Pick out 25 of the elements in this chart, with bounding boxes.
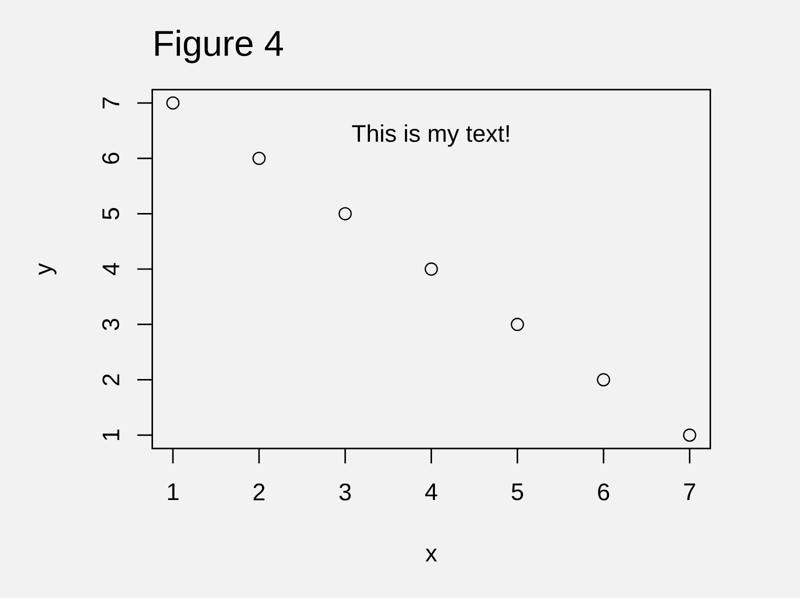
y-tick-label: 6 bbox=[102, 152, 120, 164]
x-axis-title: x bbox=[426, 548, 438, 562]
y-tick-label: 2 bbox=[102, 374, 120, 386]
y-tick-label: 5 bbox=[102, 208, 120, 220]
annotation: This is my text! bbox=[352, 124, 509, 147]
point bbox=[338, 207, 352, 220]
x-tick-label: 5 bbox=[512, 484, 524, 500]
point bbox=[683, 428, 696, 442]
point bbox=[166, 96, 180, 110]
x-tick-label: 3 bbox=[339, 484, 351, 500]
x-tick-label: 1 bbox=[168, 484, 178, 500]
y-tick-label: 7 bbox=[102, 98, 120, 108]
x-tick-label: 4 bbox=[425, 484, 438, 500]
y-tick-label: 1 bbox=[102, 430, 120, 440]
x-tick-label: 6 bbox=[598, 484, 610, 500]
point bbox=[596, 373, 610, 386]
chart-title: Figure 4 bbox=[155, 30, 283, 64]
x-tick-label: 2 bbox=[254, 484, 264, 500]
point bbox=[424, 262, 438, 276]
x-tick-label: 7 bbox=[684, 484, 696, 500]
point bbox=[252, 152, 266, 165]
y-tick-label: 3 bbox=[102, 318, 120, 330]
y-tick-label: 4 bbox=[102, 263, 120, 276]
point bbox=[510, 318, 524, 332]
y-axis-title: y bbox=[38, 263, 56, 276]
